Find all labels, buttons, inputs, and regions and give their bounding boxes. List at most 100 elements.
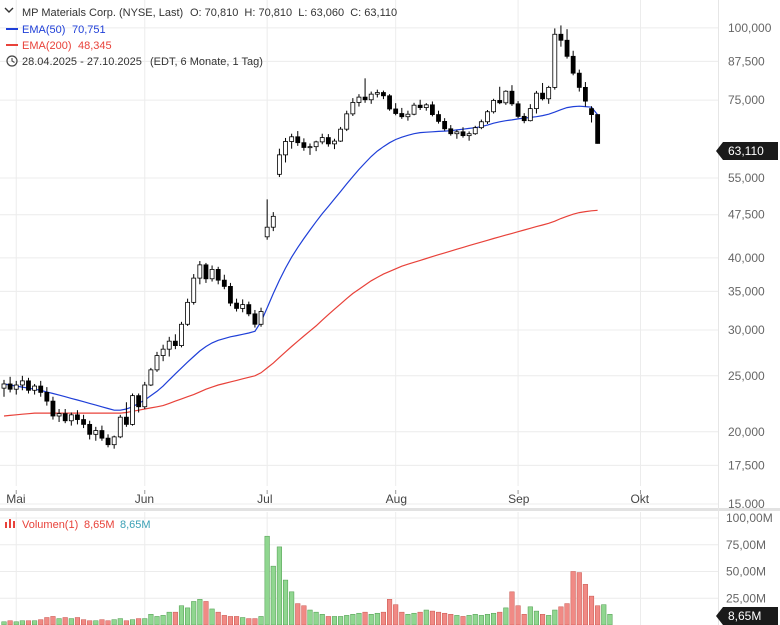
candle <box>38 380 44 397</box>
ema200-line <box>3 209 598 417</box>
volume-bar <box>117 618 123 625</box>
candle <box>172 334 178 350</box>
volume-bar <box>74 617 80 625</box>
candle <box>595 114 601 144</box>
candle <box>338 126 344 142</box>
volume-bar <box>197 599 203 625</box>
volume-bar <box>442 612 448 625</box>
candle <box>117 414 123 439</box>
candle <box>558 25 564 47</box>
x-tick-label: Jun <box>135 492 154 506</box>
volume-bar <box>301 605 307 625</box>
price-tick-label: 15,000 <box>728 497 765 511</box>
candle <box>436 110 441 124</box>
volume-bar <box>68 618 74 625</box>
volume-bar <box>307 609 313 625</box>
price-tick-label: 20,000 <box>728 425 765 439</box>
volume-bar <box>380 611 386 625</box>
volume-bar <box>252 618 258 625</box>
candle <box>497 86 503 105</box>
price-tick-label: 55,000 <box>728 171 765 185</box>
candle <box>221 274 227 290</box>
candle <box>325 134 331 147</box>
legend-title: MP Materials Corp. (NYSE, Last) <box>22 7 183 19</box>
candle <box>491 98 497 114</box>
candle <box>313 140 319 152</box>
candle <box>503 90 509 105</box>
price-tick-label: 87,500 <box>728 54 765 68</box>
candle <box>583 82 588 107</box>
legend-ema50-label[interactable]: EMA(50) <box>22 24 65 36</box>
candle <box>264 199 270 240</box>
volume-bar <box>191 601 197 625</box>
volume-bar <box>185 607 191 625</box>
candle <box>19 375 25 391</box>
volume-bar <box>497 611 503 625</box>
candle <box>460 127 466 138</box>
candle <box>270 212 276 232</box>
volume-bar <box>582 584 588 625</box>
ema50-line <box>3 105 599 411</box>
volume-tick-label: 75,00M <box>726 538 766 552</box>
candles <box>1 25 601 449</box>
price-tick-label: 100,000 <box>728 21 772 35</box>
candle <box>362 78 368 103</box>
volume-tick-label: 25,00M <box>726 591 766 605</box>
candle <box>350 98 356 116</box>
candle <box>154 351 160 372</box>
candle <box>215 266 221 285</box>
volume-legend-value-red: 8,65M <box>84 519 115 531</box>
volume-bar <box>99 619 105 625</box>
candle <box>252 309 258 328</box>
volume-bar <box>423 609 429 625</box>
volume-bar <box>429 610 435 625</box>
volume-bar <box>595 605 601 625</box>
candle <box>105 434 111 448</box>
ema200-path <box>3 209 598 417</box>
candle <box>136 393 142 413</box>
volume-bar <box>264 535 270 625</box>
volume-bar <box>221 615 227 625</box>
candle <box>191 274 197 305</box>
candle <box>527 104 533 122</box>
volume-bar <box>411 612 417 625</box>
legend-ema200-label[interactable]: EMA(200) <box>22 40 72 52</box>
candle <box>179 321 184 348</box>
volume-bar <box>472 614 478 625</box>
candle <box>442 118 448 131</box>
candle <box>276 148 282 178</box>
candle <box>552 28 558 90</box>
candle <box>203 262 209 283</box>
pane-separator[interactable] <box>0 508 780 511</box>
candle <box>356 94 362 107</box>
candle <box>301 138 307 151</box>
x-tick-label: Jul <box>257 492 272 506</box>
volume-bar <box>289 591 295 625</box>
volume-legend-label[interactable]: Volumen(1) <box>22 519 78 531</box>
volume-bar <box>338 616 344 625</box>
volume-bar <box>460 616 466 625</box>
volume-bar <box>123 620 129 625</box>
volume-bar <box>282 579 289 625</box>
legend: MP Materials Corp. (NYSE, Last) O: 70,81… <box>4 7 397 68</box>
x-tick-label: Okt <box>630 492 649 506</box>
volume-bar <box>576 572 582 625</box>
collapse-chevron-icon[interactable] <box>4 7 14 13</box>
candle <box>570 50 576 76</box>
volume-bar <box>209 608 215 625</box>
candle <box>7 376 13 393</box>
candle <box>240 299 246 313</box>
volume-bar <box>491 612 497 625</box>
candle <box>485 110 490 124</box>
candle <box>589 106 594 123</box>
x-tick-label: Aug <box>386 492 407 506</box>
volume-bar <box>111 619 117 625</box>
volume-bar <box>129 619 136 625</box>
volume-bar <box>533 610 539 625</box>
x-tick-label: Sep <box>508 492 530 506</box>
volume-bar <box>527 606 533 625</box>
volume-bar <box>454 615 460 625</box>
grid <box>0 0 718 625</box>
candle <box>99 425 105 441</box>
